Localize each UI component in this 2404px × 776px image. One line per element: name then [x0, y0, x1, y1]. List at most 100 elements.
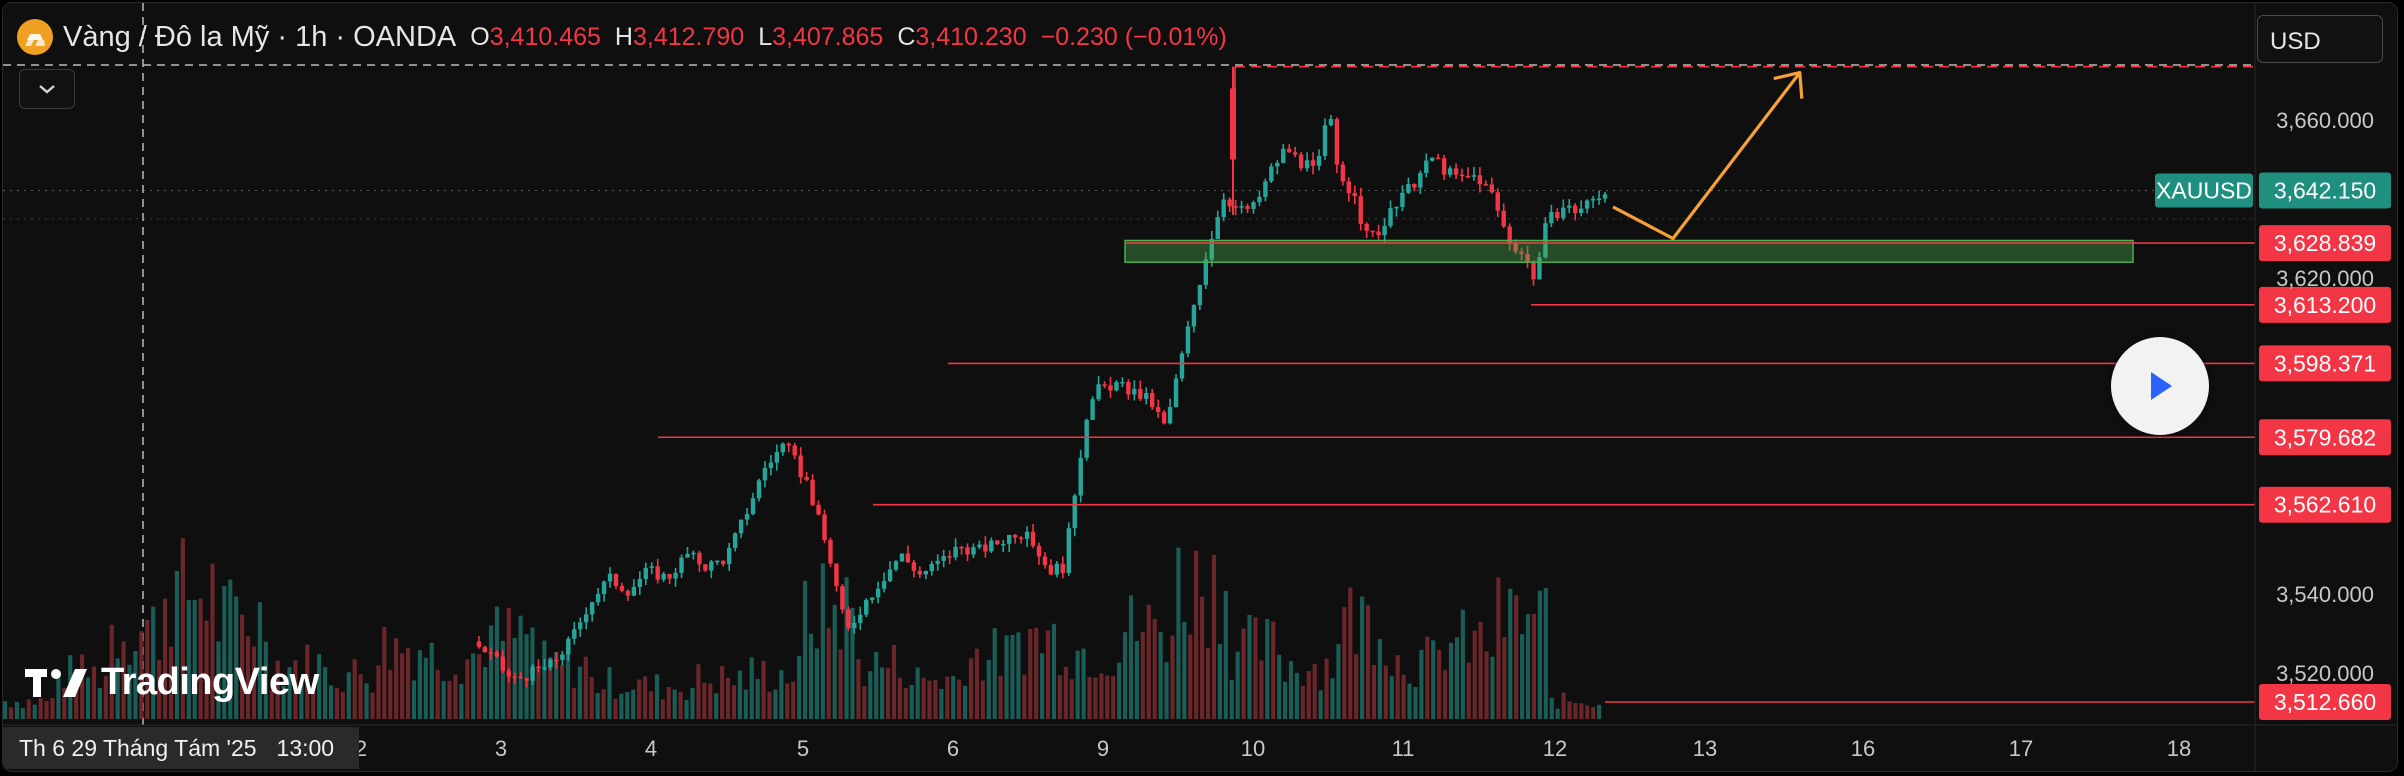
price-change: −0.230 (−0.01%) — [1040, 22, 1227, 51]
candle-body — [1263, 181, 1268, 197]
volume-bar — [1152, 618, 1157, 719]
volume-bar — [8, 707, 14, 719]
candle-body — [679, 557, 684, 573]
volume-bar — [1271, 621, 1276, 719]
currency-select[interactable]: USD — [2257, 15, 2383, 63]
ohlc-open: O3,410.465 — [470, 22, 601, 51]
candle-body — [1269, 166, 1274, 182]
candle-body — [1507, 226, 1512, 244]
volume-bar — [808, 633, 814, 719]
volume-bar — [1146, 604, 1151, 719]
volume-bar — [305, 644, 310, 719]
candle-body — [1382, 225, 1387, 236]
volume-bar — [287, 667, 292, 719]
volume-bar — [364, 683, 369, 719]
volume-bar — [1431, 640, 1436, 719]
volume-bar — [1454, 637, 1459, 719]
candle-body — [858, 614, 863, 623]
volume-bar — [714, 693, 719, 719]
price-level-tag — [2259, 286, 2391, 323]
candle-body — [774, 452, 780, 463]
volume-bar — [488, 625, 494, 719]
candle-body — [875, 588, 881, 598]
collapse-legend-button[interactable] — [19, 69, 75, 109]
volume-bar — [471, 653, 476, 719]
crosshair-date: Th 6 29 Tháng Tám '25 — [19, 734, 257, 761]
tradingview-logo-icon — [25, 668, 87, 697]
candle-body — [1036, 545, 1042, 557]
candle-body — [1230, 88, 1236, 160]
volume-bar — [477, 654, 482, 719]
candle-body — [786, 443, 791, 446]
volume-bar — [915, 667, 920, 719]
candle-body — [607, 573, 613, 582]
volume-bar — [1211, 554, 1217, 719]
price-level-tag — [2259, 486, 2391, 523]
volume-bar — [1300, 685, 1305, 719]
candle-body — [1126, 381, 1131, 395]
volume-bar — [1425, 636, 1430, 719]
volume-bar — [453, 674, 458, 719]
y-tick-label: 3,620.000 — [2276, 266, 2374, 291]
candle-body — [524, 678, 529, 681]
candle-body — [1561, 207, 1566, 219]
candle-body — [1138, 388, 1143, 399]
price-level-label: 3,613.200 — [2274, 292, 2376, 318]
volume-bar — [921, 677, 926, 719]
volume-bar — [1040, 653, 1045, 719]
volume-bar — [1087, 677, 1092, 719]
candle-body — [977, 544, 982, 548]
volume-bar — [240, 614, 245, 719]
price-chart[interactable]: 3,628.839 3,613.200 3,598.371 3,579.682 3,56… — [3, 3, 2398, 772]
price-level-label: 3,579.682 — [2274, 424, 2376, 450]
volume-bar — [874, 651, 879, 719]
volume-bar — [370, 692, 375, 719]
ohlc-close: C3,410.230 — [897, 22, 1027, 51]
volume-bar — [263, 641, 268, 719]
volume-bar — [565, 645, 571, 719]
candle-body — [1590, 198, 1596, 201]
volume-bar — [323, 667, 328, 719]
candle-body — [816, 504, 821, 515]
candle-body — [1150, 393, 1155, 408]
candle-body — [941, 556, 946, 561]
candle-body — [1310, 160, 1316, 166]
volume-bar — [1247, 614, 1252, 719]
candle-body — [929, 563, 934, 572]
candle-body — [1567, 205, 1572, 208]
volume-bar — [180, 538, 185, 719]
volume-bar — [761, 660, 766, 719]
price-level-tag — [2259, 225, 2391, 262]
candle-body — [1054, 563, 1060, 575]
volume-bar — [1063, 666, 1068, 719]
candle-body — [1245, 206, 1250, 209]
candle-body — [881, 580, 887, 589]
volume-bar — [352, 659, 357, 719]
candle-body — [1531, 261, 1536, 280]
volume-bar — [435, 669, 440, 719]
candle-body — [899, 553, 905, 562]
candle-body — [905, 553, 911, 563]
volume-bar — [773, 689, 778, 719]
candle-body — [1459, 174, 1465, 177]
volume-bar — [405, 648, 411, 719]
volume-bar — [791, 681, 796, 719]
candle-body — [1120, 381, 1125, 384]
candle-body — [1453, 168, 1459, 175]
volume-bar — [1099, 673, 1104, 719]
volume-bar — [145, 619, 150, 719]
volume-bar — [643, 676, 648, 719]
symbol-title[interactable]: Vàng / Đô la Mỹ · 1h · OANDA — [63, 20, 457, 53]
volume-bar — [38, 698, 43, 719]
brand-name: TradingView — [101, 661, 319, 703]
candle-body — [500, 656, 505, 671]
candle-body — [1084, 419, 1089, 458]
candle-body — [887, 569, 893, 581]
candle-body — [661, 573, 666, 580]
candle-body — [518, 676, 523, 679]
volume-bar — [1348, 587, 1353, 719]
play-button[interactable] — [2111, 337, 2209, 435]
candle-body — [1251, 202, 1256, 209]
volume-bar — [1567, 701, 1572, 719]
